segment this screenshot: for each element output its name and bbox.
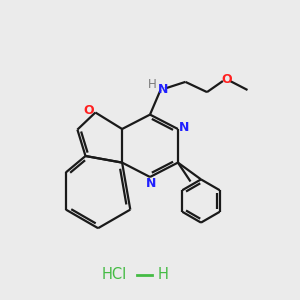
Text: N: N (158, 83, 169, 96)
Text: N: N (146, 177, 157, 190)
Text: H: H (158, 267, 169, 282)
Text: O: O (221, 73, 232, 86)
Text: H: H (148, 78, 157, 91)
Text: O: O (83, 104, 94, 118)
Text: N: N (179, 121, 190, 134)
Text: HCl: HCl (101, 267, 127, 282)
